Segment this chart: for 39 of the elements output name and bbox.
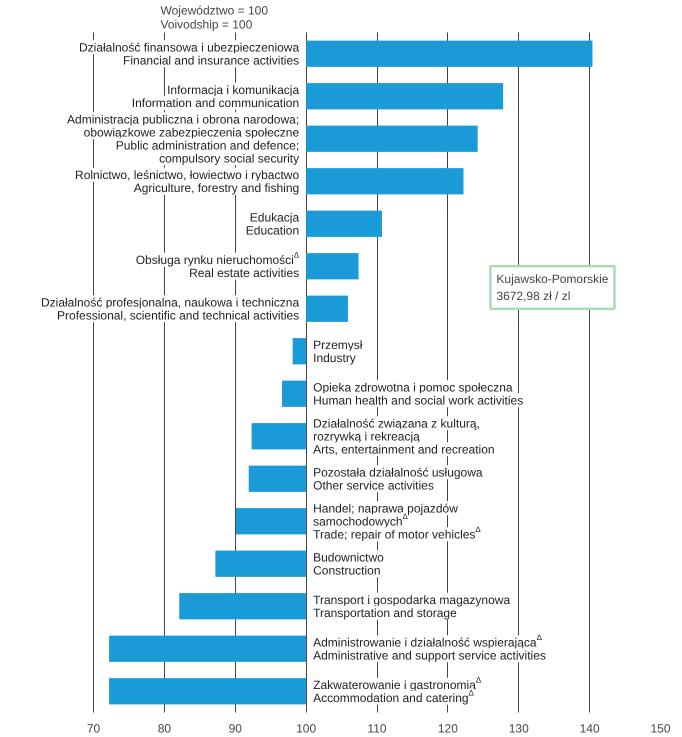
annotation: Kujawsko-Pomorskie 3672,98 zł / zl [496,272,609,303]
bar [109,636,306,662]
bar [252,423,306,450]
chart-title: Województwo = 100 Voivodship = 100 [160,4,268,32]
y-tick-label: Opieka zdrowotna i pomoc społeczna Human health and social work activities [313,380,524,408]
bar [109,678,306,704]
x-tick-label: 150 [650,722,671,736]
bar [292,338,306,364]
y-tick-label: Budownictwo Construction [313,550,384,578]
y-tick-label: Administracja publiczna i obrona narodowa; obowiązkowe zabezpieczenia społeczne Public administration and defence; compulsory social security [67,112,300,166]
y-tick-label: Informacja i komunikacja Information and communication [132,82,300,110]
y-tick-label: Edukacja Education [246,210,300,238]
bar [306,83,504,110]
x-tick-label: 70 [86,722,100,736]
y-tick-label: Transport i gospodarka magazynowa Transportation and storage [313,592,510,620]
bar [179,593,306,620]
bar [306,296,348,322]
y-tick-label: Działalność profesjonalna, naukowa i techniczna Professional, scientific and technical activities [41,295,300,322]
x-tick-label: 90 [228,722,242,736]
y-tick-label: Przemysł Industry [313,338,363,365]
bar [248,466,306,492]
bar [306,210,382,237]
y-tick-label: Działalność związana z kulturą, rozrywką i rekreacją Arts, entertainment and recreation [313,416,495,456]
x-tick-label: 120 [438,722,458,736]
bar [215,550,306,577]
x-tick-label: 100 [296,722,316,736]
x-tick-label: 110 [367,722,387,736]
bar [306,126,478,152]
bar [306,40,592,67]
y-tick-label: Pozostała działalność usługowa Other service activities [313,465,483,492]
bar [306,168,464,194]
bar [306,253,359,280]
x-tick-label: 130 [508,722,530,736]
bar [236,508,306,534]
x-tick-label: 80 [158,722,172,736]
y-tick-label: Rolnictwo, leśnictwo, łowiectwo i rybactwo Agriculture, forestry and fishing [75,168,300,195]
x-tick-label: 140 [580,722,600,736]
y-tick-label: Działalność finansowa i ubezpieczeniowa Financial and insurance activities [79,40,300,68]
bar [282,380,306,407]
